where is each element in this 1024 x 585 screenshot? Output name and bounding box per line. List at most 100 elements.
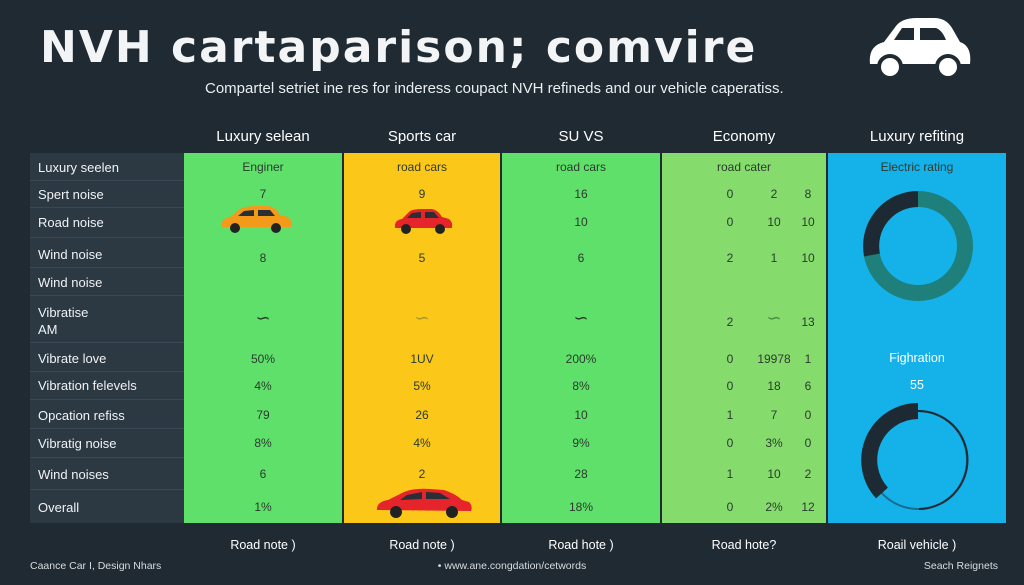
cell: road cars: [555, 160, 607, 174]
row-label: Vibrate love: [38, 351, 107, 366]
footer-label: Road hote?: [711, 538, 777, 552]
check-icon: ∽: [766, 308, 782, 328]
fighration-label: Fighration: [889, 351, 945, 365]
cell: 8: [259, 251, 267, 265]
cell: 2: [804, 467, 812, 481]
cell: Enginer: [242, 160, 284, 174]
check-icon: ∽: [414, 308, 430, 328]
search-text: Seach Reignets: [923, 560, 998, 572]
cell: 1UV: [410, 352, 434, 366]
cell: 18: [767, 379, 781, 393]
cell: 9%: [572, 436, 590, 450]
cell: 10: [767, 467, 781, 481]
cell: 13: [801, 315, 815, 329]
check-icon: ∽: [255, 308, 271, 328]
row-label: Opcation refiss: [38, 408, 125, 423]
cell: 1: [726, 408, 734, 422]
cell: 0: [726, 187, 734, 201]
row-label: Wind noises: [38, 467, 109, 482]
cell: 9: [418, 187, 426, 201]
cell: 2: [770, 187, 778, 201]
column-header: Luxury refiting: [869, 127, 965, 145]
website-link[interactable]: • www.ane.congdation/cetwords: [437, 560, 587, 572]
cell: 6: [259, 467, 267, 481]
cell: 5%: [413, 379, 431, 393]
cell: 50%: [250, 352, 276, 366]
cell: 4%: [413, 436, 431, 450]
footer-label: Road note ): [389, 538, 455, 552]
cell: 10: [801, 251, 815, 265]
page-subtitle: Compartel setriet ine res for inderess c…: [205, 80, 784, 97]
cell: 1%: [254, 500, 272, 514]
cell: road cars: [396, 160, 448, 174]
row-label: Vibratise AM: [38, 305, 89, 337]
cell: 0: [804, 436, 812, 450]
page-title: NVH cartaparison; comvire: [40, 22, 758, 73]
row-label: Wind noise: [38, 247, 103, 262]
comparison-table: Luxury selean Sports car SU VS Economy L…: [30, 120, 1006, 532]
cell: 0: [726, 379, 734, 393]
row-label: Road noise: [38, 215, 104, 230]
orange-car-icon: [221, 206, 292, 233]
cell: 7: [770, 408, 778, 422]
column-sports-car: road cars 9 5 ∽ 1UV 5% 26 4% 2: [344, 153, 500, 523]
cell: 0: [726, 436, 734, 450]
cell: 0: [804, 408, 812, 422]
column-header: SU VS: [558, 127, 604, 145]
row-labels: [30, 153, 184, 523]
cell: 4%: [254, 379, 272, 393]
cell: 28: [574, 467, 588, 481]
cell: 2: [726, 315, 734, 329]
column-suv: road cars 16 10 6 ∽ 200% 8% 10 9% 28 18%: [502, 153, 660, 523]
row-label: Vibration felevels: [38, 378, 137, 393]
donut-chart-bottom: [861, 403, 969, 510]
row-label: Luxury seelen: [38, 160, 119, 175]
cell: 3%: [765, 436, 783, 450]
column-luxury-refiting: Electric rating Fighration 55: [828, 153, 1006, 523]
cell: 2: [418, 467, 426, 481]
cell: 1: [804, 352, 812, 366]
red-car-icon: [394, 209, 453, 234]
cell: 26: [415, 408, 429, 422]
cell: 1: [726, 467, 734, 481]
column-header: Economy: [712, 127, 776, 145]
cell: 200%: [565, 352, 597, 366]
red-sports-car-icon: [376, 488, 472, 518]
cell: 0: [726, 500, 734, 514]
footer-label: Road hote ): [548, 538, 614, 552]
cell: 8: [804, 187, 812, 201]
footer-label: Roail vehicle ): [877, 538, 957, 552]
cell: road cater: [716, 160, 772, 174]
cell: 79: [256, 408, 270, 422]
fighration-value: 55: [910, 378, 924, 392]
cell: 8%: [254, 436, 272, 450]
column-header: Luxury selean: [216, 127, 310, 145]
cell: 5: [418, 251, 426, 265]
column-header: Sports car: [387, 127, 457, 145]
credit-text: Caance Car I, Design Nhars: [30, 560, 162, 572]
cell: 10: [574, 408, 588, 422]
footer-label: Road note ): [230, 538, 296, 552]
car-icon: [869, 18, 971, 80]
column-luxury-sedan: Enginer 7 8 ∽ 50% 4% 79 8% 6 1%: [184, 153, 342, 523]
cell: 8%: [572, 379, 590, 393]
cell: 1: [770, 251, 778, 265]
cell: Electric rating: [880, 160, 954, 174]
cell: 18%: [568, 500, 594, 514]
cell: 12: [801, 500, 815, 514]
cell: 6: [804, 379, 812, 393]
cell: 2%: [765, 500, 783, 514]
row-label: Vibratig noise: [38, 436, 117, 451]
cell: 0: [726, 215, 734, 229]
cell: 10: [767, 215, 781, 229]
check-icon: ∽: [573, 308, 589, 328]
cell: 2: [726, 251, 734, 265]
cell: 0: [726, 352, 734, 366]
row-label: Overall: [38, 500, 80, 515]
cell: 7: [259, 187, 267, 201]
column-economy: road cater 0 2 8 0 10 10 2 1 10 2 13 0 19978 1 0 18 6 1 7 0…: [662, 153, 826, 523]
cell: 10: [574, 215, 588, 229]
row-label: Wind noise: [38, 275, 103, 290]
cell: 19978: [757, 352, 791, 366]
row-label: Spert noise: [38, 187, 104, 202]
